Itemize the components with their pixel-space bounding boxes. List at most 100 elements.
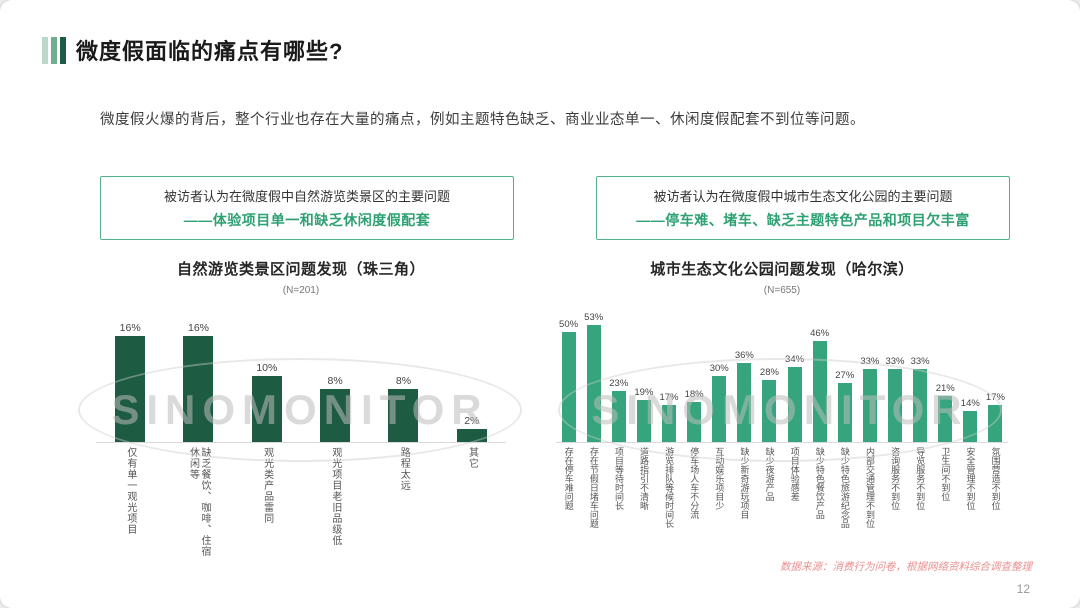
label-cell: 存在停车难问题: [556, 447, 581, 563]
bar-category-label: 导览服务不到位: [915, 447, 926, 510]
bar-value-label: 34%: [785, 354, 805, 366]
page-number: 12: [1016, 582, 1030, 596]
label-cell: 缺乏餐饮、咖啡、住宿休闲等: [164, 447, 232, 563]
bar-category-label: 缺乏餐饮、咖啡、住宿休闲等: [187, 447, 210, 557]
chart-natural-scenic: 自然游览类景区问题发现（珠三角） (N=201) 16% 16% 10% 8% 8% 2%…: [96, 258, 506, 563]
page-title: 微度假面临的痛点有哪些?: [76, 39, 344, 64]
bar-cell: 23%: [606, 310, 631, 442]
accent-bar-light: [42, 36, 48, 64]
label-cell: 卫生间不到位: [933, 447, 958, 563]
bar-category-label: 缺少新奇游玩项目: [739, 447, 750, 519]
label-cell: 观光类产品雷同: [233, 447, 301, 563]
bar-category-label: 停车场人车不分流: [689, 447, 700, 519]
label-cell: 缺少夜游产品: [757, 447, 782, 563]
label-cell: 观光项目老旧品级低: [301, 447, 369, 563]
bar-category-label: 安全管理不到位: [965, 447, 976, 510]
bar-category-label: 仅有单一观光项目: [124, 447, 136, 535]
bar-category-label: 内部交通管理不到位: [865, 447, 876, 528]
bar: [251, 376, 282, 442]
bar-value-label: 33%: [860, 356, 880, 368]
bar-value-label: 27%: [835, 369, 855, 381]
bar-cell: 27%: [832, 310, 857, 442]
bar-cell: 18%: [682, 310, 707, 442]
bar: [963, 411, 978, 442]
accent-bar-dark: [60, 36, 66, 64]
callout-eco-park: 被访者认为在微度假中城市生态文化公园的主要问题 ——停车难、堵车、缺乏主题特色产…: [596, 176, 1010, 240]
bar-value-label: 50%: [559, 319, 579, 330]
bar: [636, 400, 651, 442]
bar-cell: 16%: [96, 310, 164, 442]
category-labels-row: 仅有单一观光项目 缺乏餐饮、咖啡、住宿休闲等 观光类产品雷同 观光项目老旧品级低 路程太…: [96, 447, 506, 563]
label-cell: 缺少特色餐饮产品: [807, 447, 832, 563]
bar-category-label: 项目体验感差: [789, 447, 800, 501]
bar-value-label: 28%: [759, 367, 779, 379]
bar: [737, 362, 752, 442]
label-cell: 道路指引不清晰: [631, 447, 656, 563]
bar-value-label: 53%: [584, 312, 604, 324]
chart-title: 自然游览类景区问题发现（珠三角）: [176, 261, 425, 278]
bar-category-label: 互动娱乐项目少: [714, 447, 725, 510]
bar: [115, 336, 146, 442]
bar-category-label: 存在停车难问题: [563, 447, 574, 510]
bar-value-label: 17%: [985, 391, 1005, 403]
bar: [938, 395, 953, 442]
bar-category-label: 氛围营造不到位: [990, 447, 1001, 510]
bar-value-label: 30%: [709, 363, 729, 374]
bar-cell: 33%: [857, 310, 882, 442]
bar-cell: 34%: [782, 310, 807, 442]
bar-category-label: 缺少夜游产品: [764, 447, 775, 501]
label-cell: 路程太远: [369, 447, 437, 563]
bar: [561, 332, 576, 442]
bar-category-label: 路程太远: [398, 447, 410, 491]
intro-paragraph: 微度假火爆的背后，整个行业也存在大量的痛点，例如主题特色缺乏、商业业态单一、休闲…: [100, 112, 865, 128]
bar: [887, 369, 902, 442]
bar-category-label: 卫生间不到位: [940, 447, 951, 501]
bars-plot-area: 50% 53% 23% 19% 17% 18% 30% 36% 28% 34% 46% 27% 33% 3…: [556, 310, 1008, 443]
bar: [687, 402, 702, 442]
bar-cell: 2%: [438, 310, 506, 442]
bar-category-label: 游览排队等候时间长: [664, 447, 675, 528]
bar: [762, 380, 777, 442]
bar-value-label: 33%: [910, 356, 930, 368]
bar-category-label: 观光类产品雷同: [261, 447, 273, 524]
bar: [837, 382, 852, 442]
chart-sample-size: (N=201): [282, 285, 320, 296]
bar-cell: 33%: [908, 310, 933, 442]
callout-answer: ——体验项目单一和缺乏休闲度假配套: [183, 212, 431, 228]
category-labels-row: 存在停车难问题 存在节假日堵车问题 项目等待时间长 道路指引不清晰 游览排队等候时间长 停…: [556, 447, 1008, 563]
bar-value-label: 2%: [464, 414, 480, 427]
accent-bar-mid: [51, 36, 57, 64]
bar: [586, 325, 601, 442]
bar-value-label: 21%: [935, 382, 955, 394]
label-cell: 内部交通管理不到位: [857, 447, 882, 563]
bar-cell: 17%: [983, 310, 1008, 442]
bar-value-label: 19%: [634, 387, 654, 399]
header: 微度假面临的痛点有哪些?: [42, 34, 343, 66]
label-cell: 缺少特色旅游纪念品: [832, 447, 857, 563]
bar-cell: 21%: [933, 310, 958, 442]
bar-cell: 46%: [807, 310, 832, 442]
bar-category-label: 缺少特色餐饮产品: [814, 447, 825, 519]
bar: [611, 391, 626, 442]
bar-cell: 50%: [556, 310, 581, 442]
callout-answer: ——停车难、堵车、缺乏主题特色产品和项目欠丰富: [636, 212, 970, 228]
bar-category-label: 咨询服务不到位: [890, 447, 901, 510]
bar: [456, 428, 487, 442]
bar-value-label: 16%: [119, 322, 141, 335]
bar: [183, 336, 214, 442]
bar-cell: 36%: [732, 310, 757, 442]
bar-value-label: 17%: [659, 391, 679, 403]
bar-value-label: 36%: [734, 349, 754, 361]
label-cell: 项目等待时间长: [606, 447, 631, 563]
label-cell: 氛围营造不到位: [983, 447, 1008, 563]
bar-category-label: 缺少特色旅游纪念品: [839, 447, 850, 528]
bar-cell: 14%: [958, 310, 983, 442]
bars-plot-area: 16% 16% 10% 8% 8% 2%: [96, 310, 506, 443]
chart-eco-park: 城市生态文化公园问题发现（哈尔滨） (N=655) 50% 53% 23% 19% 17…: [556, 258, 1008, 563]
label-cell: 项目体验感差: [782, 447, 807, 563]
bar-cell: 53%: [581, 310, 606, 442]
bar-cell: 30%: [707, 310, 732, 442]
label-cell: 停车场人车不分流: [682, 447, 707, 563]
bar-category-label: 项目等待时间长: [613, 447, 624, 510]
